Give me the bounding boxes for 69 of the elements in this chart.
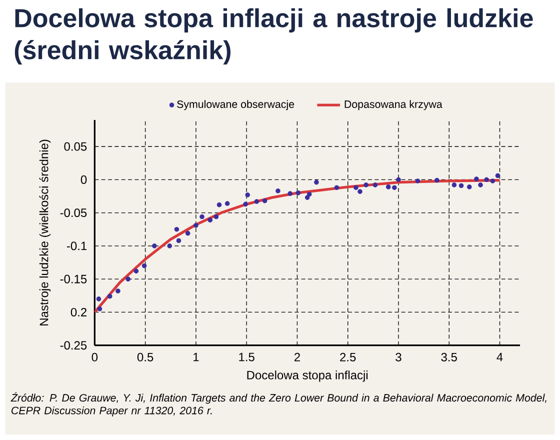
chart-title: Docelowa stopa inflacji a nastroje ludzkie (średni wskaźnik) xyxy=(14,8,533,65)
point xyxy=(452,182,457,188)
point xyxy=(478,182,483,188)
y-tick-label: -0.25 xyxy=(60,341,87,350)
point xyxy=(126,276,130,282)
point xyxy=(358,189,362,194)
point xyxy=(314,180,319,185)
x-axis-title: Docelowa stopa inflacji xyxy=(247,370,368,382)
point xyxy=(415,178,420,184)
point xyxy=(372,182,378,188)
x-tick-label: 2 xyxy=(294,352,300,362)
x-tick-label: 1 xyxy=(194,352,199,362)
x-tick-label: 0 xyxy=(92,352,98,362)
point xyxy=(354,185,358,190)
x-tick-label: 1.5 xyxy=(239,352,254,362)
y-tick-label: -0.05 xyxy=(60,208,87,218)
point xyxy=(174,226,180,232)
y-tick-label: 0.2 xyxy=(70,308,87,316)
point xyxy=(200,214,204,220)
point xyxy=(245,192,250,198)
x-tick-label: 3.5 xyxy=(441,352,457,362)
x-tick-label: 4 xyxy=(496,352,503,362)
line-series xyxy=(94,178,502,314)
y-tick-label: 0.05 xyxy=(64,142,87,151)
point xyxy=(466,184,472,190)
point xyxy=(396,177,401,182)
text: Źródło: P. De Grauwe, Y. Ji, Inflation Targets and the Zero Lower Bound in a Behavioral Macroeconomic Model, CEPR Discussion Paper nr 11320, 2016 r. xyxy=(10,392,546,416)
point xyxy=(434,178,440,183)
point xyxy=(334,185,340,190)
y-tick-label: -0.1 xyxy=(66,242,87,250)
point xyxy=(142,263,147,268)
point xyxy=(214,214,219,220)
point xyxy=(288,191,293,196)
point xyxy=(276,188,280,194)
point xyxy=(216,202,222,208)
point xyxy=(386,184,391,190)
legend-label: Dopasowana krzywa xyxy=(344,100,442,110)
point xyxy=(96,296,102,302)
x-tick-label: 2.5 xyxy=(340,352,356,362)
point xyxy=(474,176,479,182)
point xyxy=(167,244,172,248)
point xyxy=(392,185,397,190)
point xyxy=(208,218,213,222)
point xyxy=(243,202,248,207)
y-tick-label: -0.15 xyxy=(60,274,87,284)
point xyxy=(484,177,489,182)
point xyxy=(97,306,102,312)
point xyxy=(458,183,464,188)
point xyxy=(306,192,312,197)
point xyxy=(185,230,190,236)
point xyxy=(176,238,182,244)
y-tick-label: 0 xyxy=(80,175,87,184)
point xyxy=(254,199,260,204)
point xyxy=(107,294,112,299)
x-tick-label: 0.5 xyxy=(137,352,154,362)
point xyxy=(262,198,268,204)
point xyxy=(304,195,310,200)
point xyxy=(152,244,157,248)
point xyxy=(364,182,368,188)
point xyxy=(134,268,139,274)
point xyxy=(194,222,198,228)
y-axis-title: Nastroje ludzkie (wielkości średnie) xyxy=(39,140,51,326)
x-tick-label: 3 xyxy=(396,352,402,362)
point xyxy=(495,173,500,178)
point xyxy=(296,190,301,196)
point xyxy=(224,201,230,206)
point xyxy=(490,178,496,184)
legend-label: Symulowane obserwacje xyxy=(177,100,294,110)
point xyxy=(116,288,120,294)
